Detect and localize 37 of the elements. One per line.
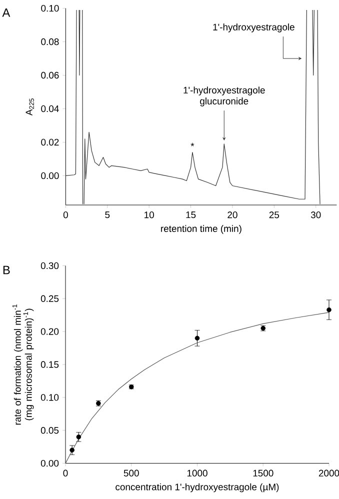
x-tick-label: 20 <box>228 212 238 218</box>
text: rate of formation (nmol min$^{-1}$ (mg microsomal protein)$^{-1}$) <box>12 304 34 425</box>
text: A <box>2 8 10 17</box>
y-tick-label: 0.30 <box>40 262 59 270</box>
x-tick-label: 0 <box>63 470 68 477</box>
y-tick-label: 0.10 <box>41 4 59 12</box>
annotation: 1'-hydroxyestragole <box>213 23 294 32</box>
point <box>76 434 82 440</box>
y-tick-label: 0.00 <box>40 460 59 467</box>
x-tick-label: 30 <box>310 212 321 218</box>
x-tick-label: 2000 <box>318 470 339 477</box>
x-axis-title: concentration 1'-hydroxyestragole (µM) <box>116 483 279 492</box>
y-tick-label: 0.20 <box>40 328 59 335</box>
x-tick-label: 500 <box>124 470 139 477</box>
y-axis-title: A$_{225}$ <box>26 98 34 116</box>
text: B <box>3 266 10 274</box>
x-tick-label: 1500 <box>253 470 274 477</box>
x-tick-label: 5 <box>105 212 110 218</box>
x-axis-title: retention time (min) <box>161 225 242 234</box>
annotation: * <box>190 142 194 146</box>
x-tick-label: 10 <box>144 212 154 218</box>
y-tick-label: 0.00 <box>41 172 59 180</box>
annotation: 1'-hydroxyestragole glucuronide <box>184 86 265 106</box>
y-tick-label: 0.04 <box>41 105 59 112</box>
y-tick-label: 0.02 <box>41 138 59 146</box>
y-tick-label: 0.08 <box>41 38 59 46</box>
x-tick-label: 1000 <box>187 470 208 477</box>
y-tick-label: 0.06 <box>41 72 59 79</box>
point <box>326 307 332 312</box>
y-tick-label: 0.10 <box>40 394 59 401</box>
x-tick-label: 15 <box>186 212 196 218</box>
y-tick-label: 0.05 <box>40 427 59 434</box>
point <box>194 336 200 341</box>
x-tick-label: 0 <box>63 212 68 218</box>
y-tick-label: 0.25 <box>40 295 59 302</box>
x-tick-label: 25 <box>269 212 280 218</box>
y-tick-label: 0.15 <box>40 361 59 368</box>
